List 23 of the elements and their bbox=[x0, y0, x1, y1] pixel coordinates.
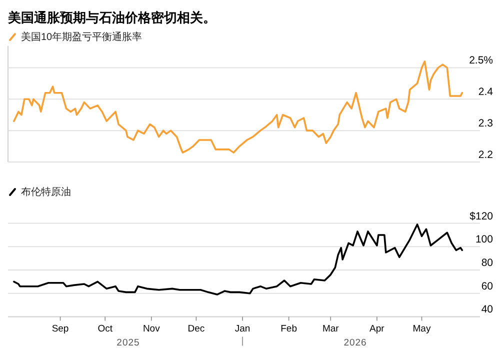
y-tick-label: 2.3 bbox=[478, 118, 494, 130]
y-tick-label: 80 bbox=[481, 257, 494, 269]
y-tick-label: 2.4 bbox=[478, 86, 494, 98]
x-tick-label: Nov bbox=[142, 324, 160, 335]
y-tick-label: 40 bbox=[481, 304, 494, 316]
y-tick-label: 2.5% bbox=[469, 54, 493, 67]
legend-label: 美国10年期盈亏平衡通胀率 bbox=[21, 31, 142, 43]
x-tick-label: Jan bbox=[234, 324, 250, 335]
x-tick-label: Dec bbox=[188, 324, 205, 335]
text: 2026 bbox=[344, 338, 367, 349]
legend-label: 布伦特原油 bbox=[21, 186, 71, 198]
chart-title: 美国通胀预期与石油价格密切相关。 bbox=[7, 10, 216, 25]
x-tick-label: Mar bbox=[322, 324, 339, 335]
x-tick-label: Apr bbox=[370, 324, 384, 335]
text: 2025 bbox=[116, 338, 140, 349]
y-tick-label: 100 bbox=[475, 234, 494, 246]
y-tick-label: $120 bbox=[470, 210, 494, 222]
x-tick-label: Sep bbox=[52, 324, 69, 335]
x-tick-label: Oct bbox=[98, 324, 113, 335]
y-tick-label: 2.2 bbox=[478, 149, 494, 161]
y-tick-label: 60 bbox=[481, 280, 494, 292]
x-tick-label: May bbox=[412, 324, 431, 335]
x-tick-label: Feb bbox=[280, 324, 297, 335]
